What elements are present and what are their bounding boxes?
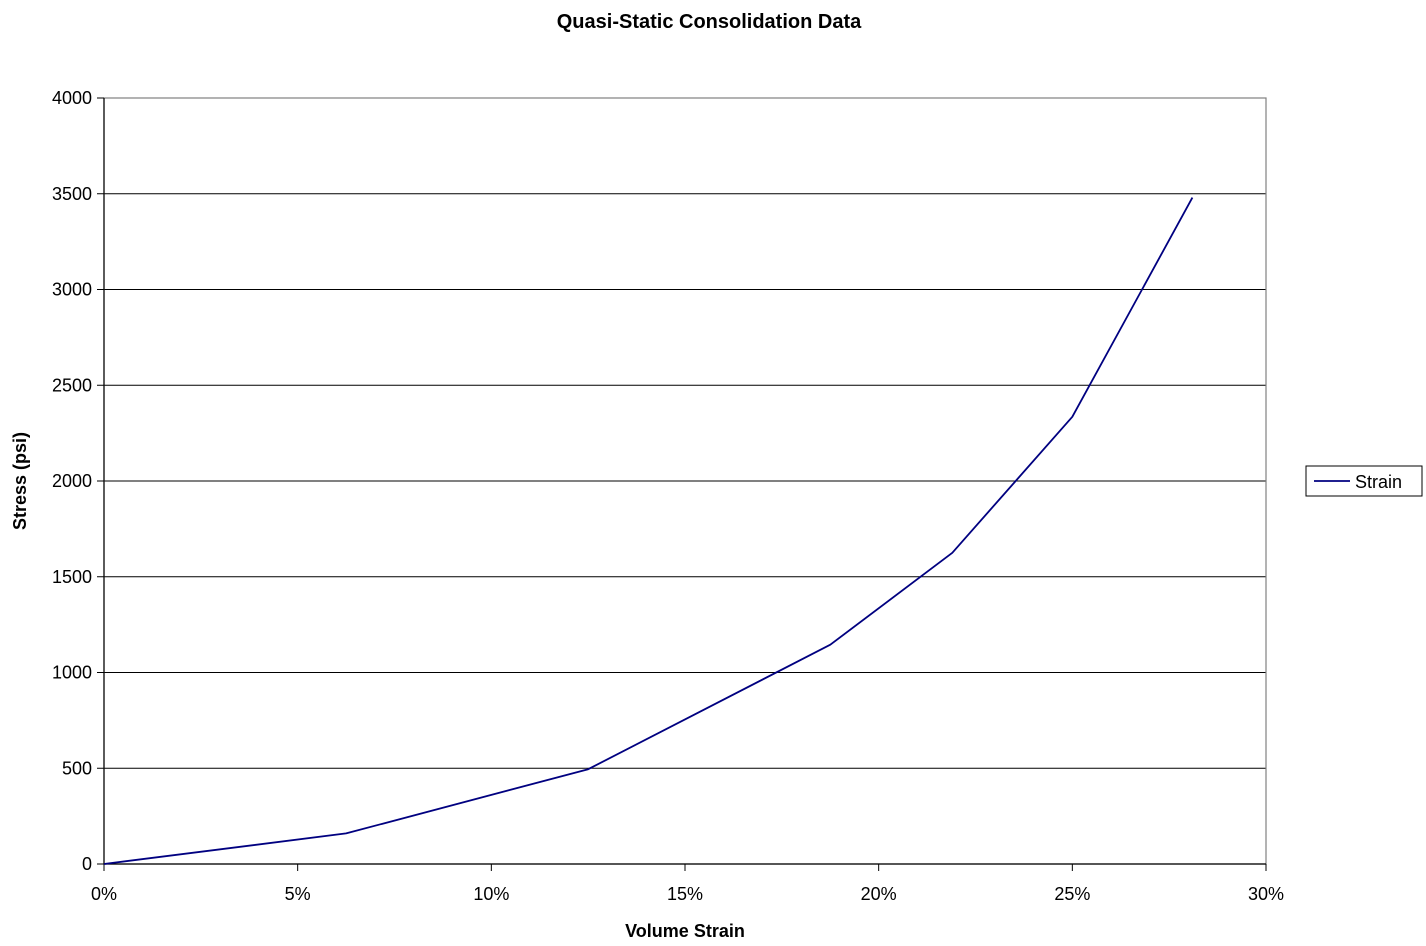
x-tick-labels: 0% 5% 10% 15% 20% 25% 30%	[91, 884, 1284, 904]
legend: Strain	[1305, 465, 1423, 497]
y-tick-label: 500	[62, 758, 92, 778]
series-line-strain	[103, 197, 1194, 865]
y-tick-label: 1000	[52, 663, 92, 683]
y-tick-label: 2000	[52, 471, 92, 491]
y-tick-label: 1500	[52, 567, 92, 587]
axes	[97, 97, 1267, 871]
y-tick-label: 4000	[52, 88, 92, 108]
x-tick-label: 0%	[91, 884, 117, 904]
gridlines	[104, 193, 1266, 769]
x-tick-label: 30%	[1248, 884, 1284, 904]
y-tick-label: 0	[82, 854, 92, 874]
legend-label-strain: Strain	[1355, 472, 1402, 492]
y-tick-label: 3500	[52, 184, 92, 204]
series-lines	[103, 197, 1194, 865]
x-axis-title: Volume Strain	[625, 921, 745, 941]
x-tick-label: 5%	[285, 884, 311, 904]
y-tick-labels: 0 500 1000 1500 2000 2500 3000 3500 4000	[52, 88, 92, 874]
chart-title: Quasi-Static Consolidation Data	[557, 11, 862, 33]
x-tick-label: 25%	[1054, 884, 1090, 904]
x-tick-label: 15%	[667, 884, 703, 904]
x-tick-label: 10%	[473, 884, 509, 904]
y-axis-title: Stress (psi)	[10, 432, 30, 530]
x-tick-label: 20%	[861, 884, 897, 904]
y-tick-label: 3000	[52, 280, 92, 300]
y-tick-label: 2500	[52, 375, 92, 395]
